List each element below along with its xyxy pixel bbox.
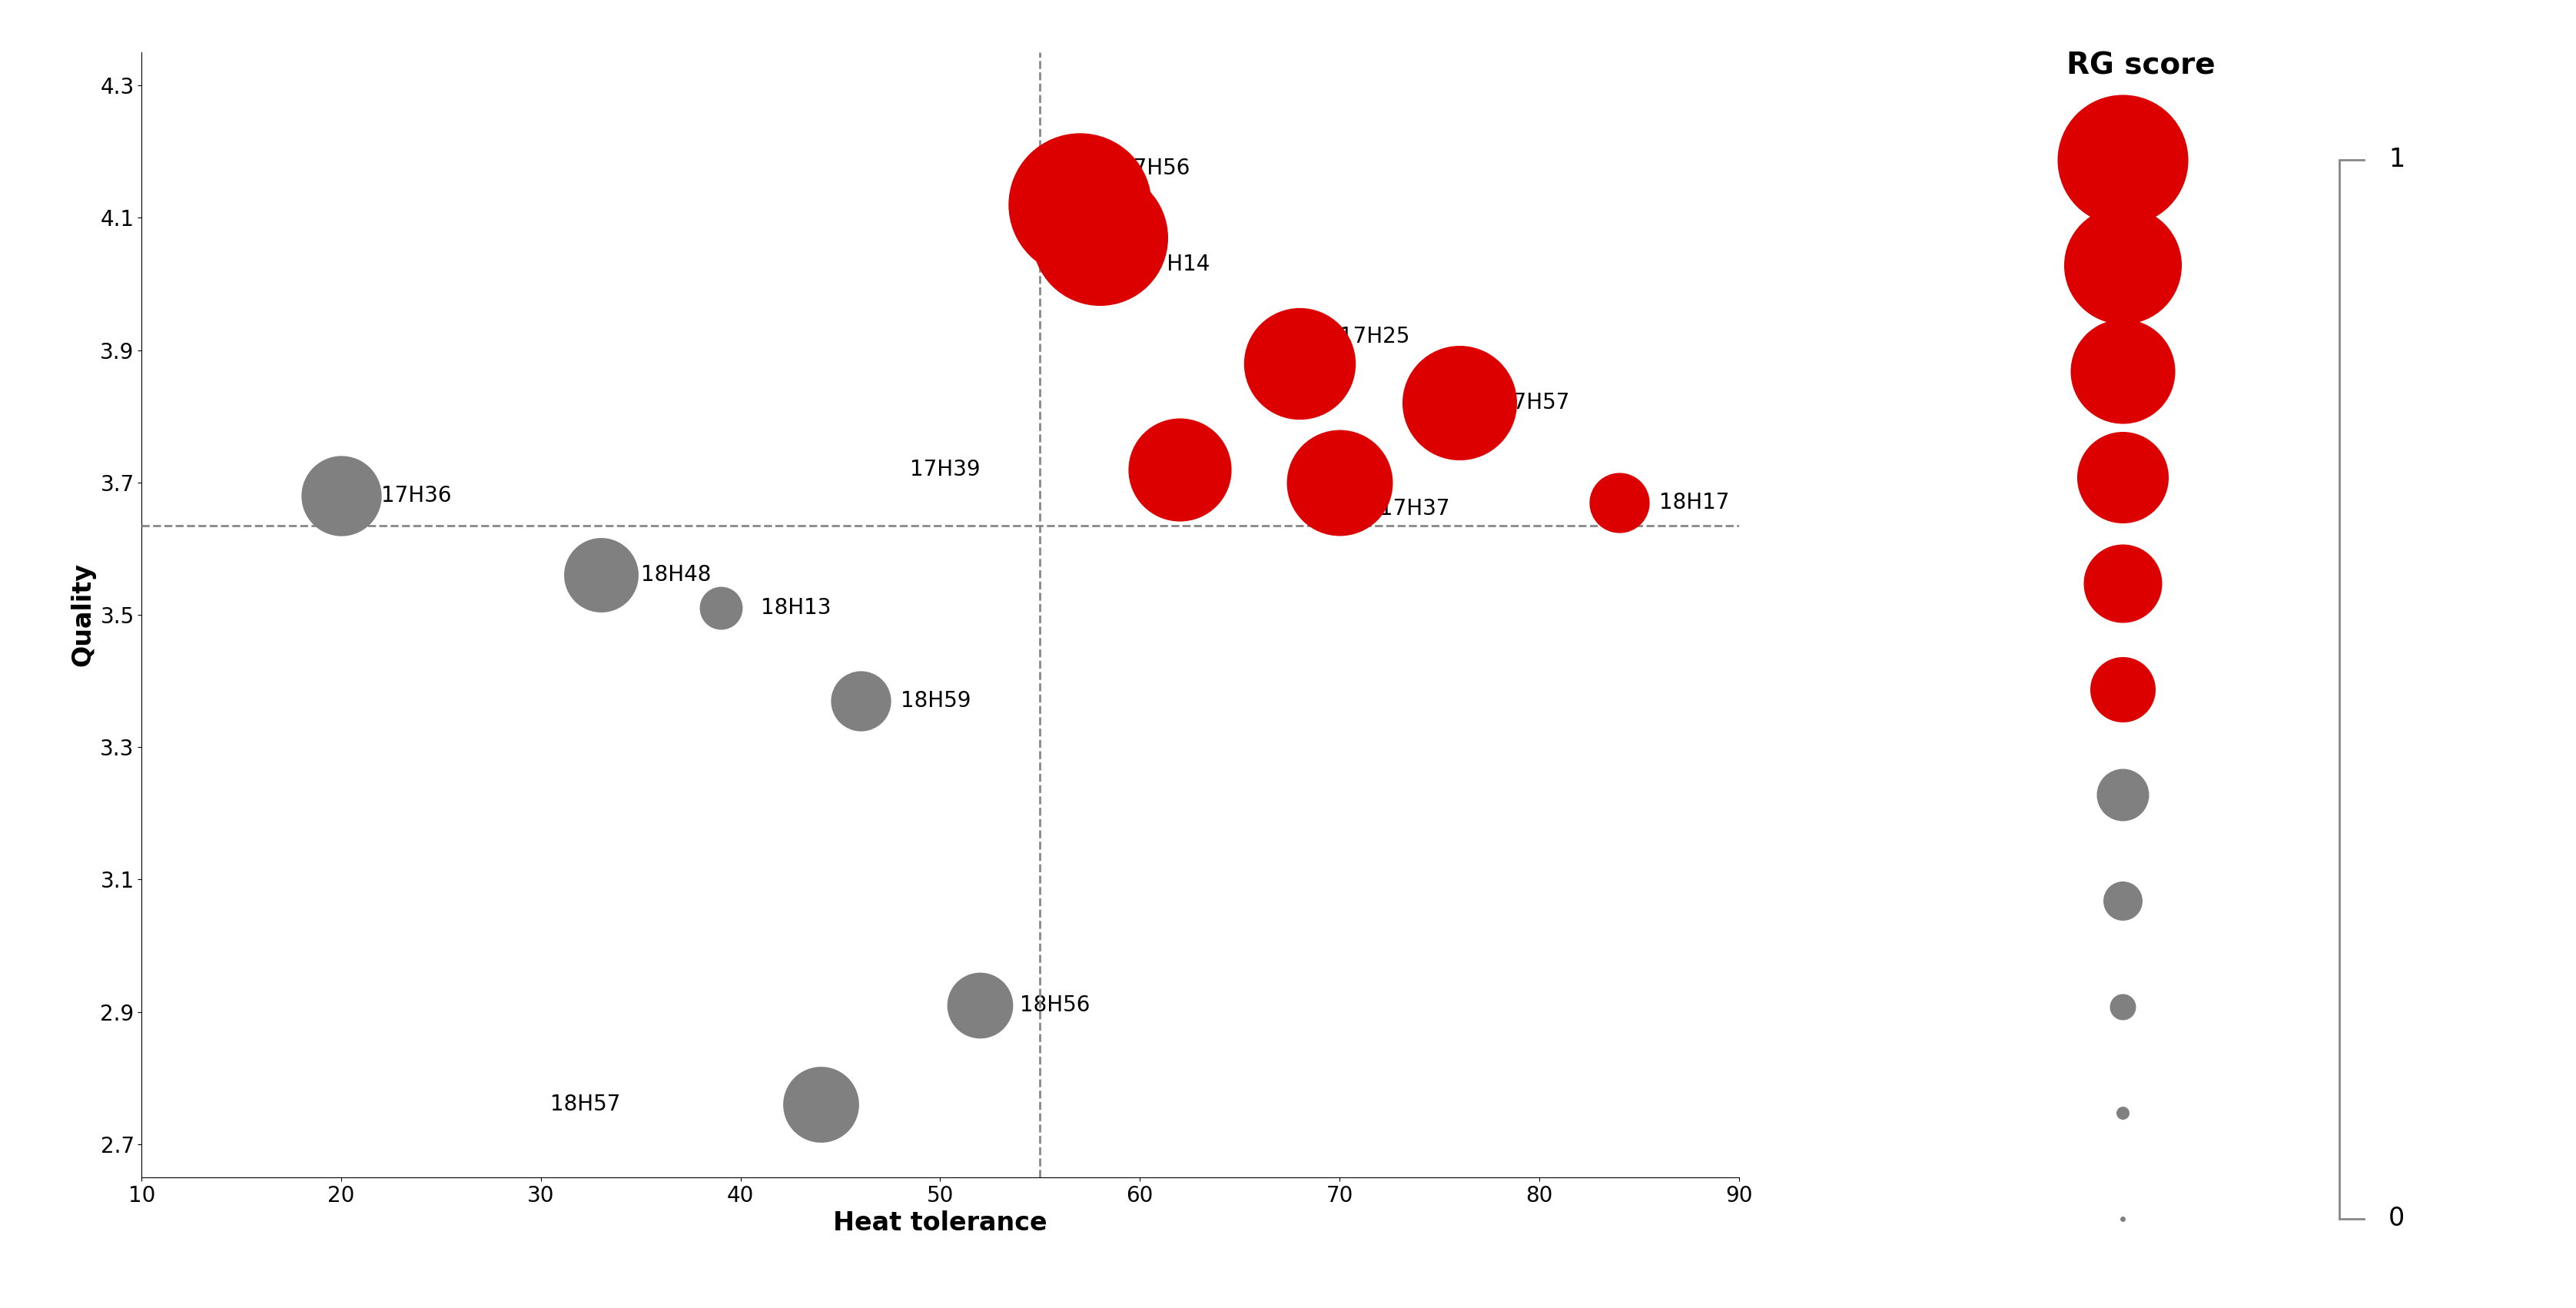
Text: RG score: RG score [2066, 51, 2215, 81]
Point [319, 485, 361, 506]
Text: 17H39: 17H39 [909, 458, 979, 480]
Point [2102, 573, 2143, 594]
Point [2102, 785, 2143, 806]
Point [1437, 392, 1479, 413]
Text: 18H59: 18H59 [902, 691, 971, 712]
Text: 18H13: 18H13 [760, 598, 832, 619]
Point [2102, 467, 2143, 488]
Point [1079, 228, 1121, 249]
Point [701, 598, 742, 619]
Text: 18H56: 18H56 [1020, 994, 1090, 1016]
Point [1059, 194, 1100, 215]
Point [1280, 353, 1321, 374]
Point [580, 565, 621, 586]
Point [2102, 149, 2143, 170]
Point [1597, 492, 1641, 513]
Point [2102, 361, 2143, 382]
Point [2102, 679, 2143, 700]
Point [958, 994, 999, 1015]
Text: 17H25: 17H25 [1340, 326, 1409, 348]
Text: 17H57: 17H57 [1499, 392, 1569, 413]
Point [2102, 1209, 2143, 1230]
Text: 18H17: 18H17 [1659, 492, 1728, 513]
Point [1159, 459, 1200, 480]
Text: 17H14: 17H14 [1139, 254, 1211, 275]
Point [1319, 472, 1360, 493]
Text: 17H37: 17H37 [1381, 498, 1450, 519]
Point [840, 691, 881, 712]
Point [799, 1093, 840, 1114]
Text: 17H36: 17H36 [381, 485, 451, 506]
Text: 0: 0 [2388, 1206, 2406, 1231]
Point [2102, 891, 2143, 912]
Text: 17H56: 17H56 [1121, 157, 1190, 179]
X-axis label: Heat tolerance: Heat tolerance [832, 1210, 1048, 1236]
Point [2102, 1103, 2143, 1124]
Text: 1: 1 [2388, 146, 2406, 173]
Point [2102, 255, 2143, 276]
Point [2102, 997, 2143, 1018]
Y-axis label: Quality: Quality [70, 562, 95, 667]
Text: 18H48: 18H48 [641, 564, 711, 586]
Text: 18H57: 18H57 [551, 1093, 621, 1116]
